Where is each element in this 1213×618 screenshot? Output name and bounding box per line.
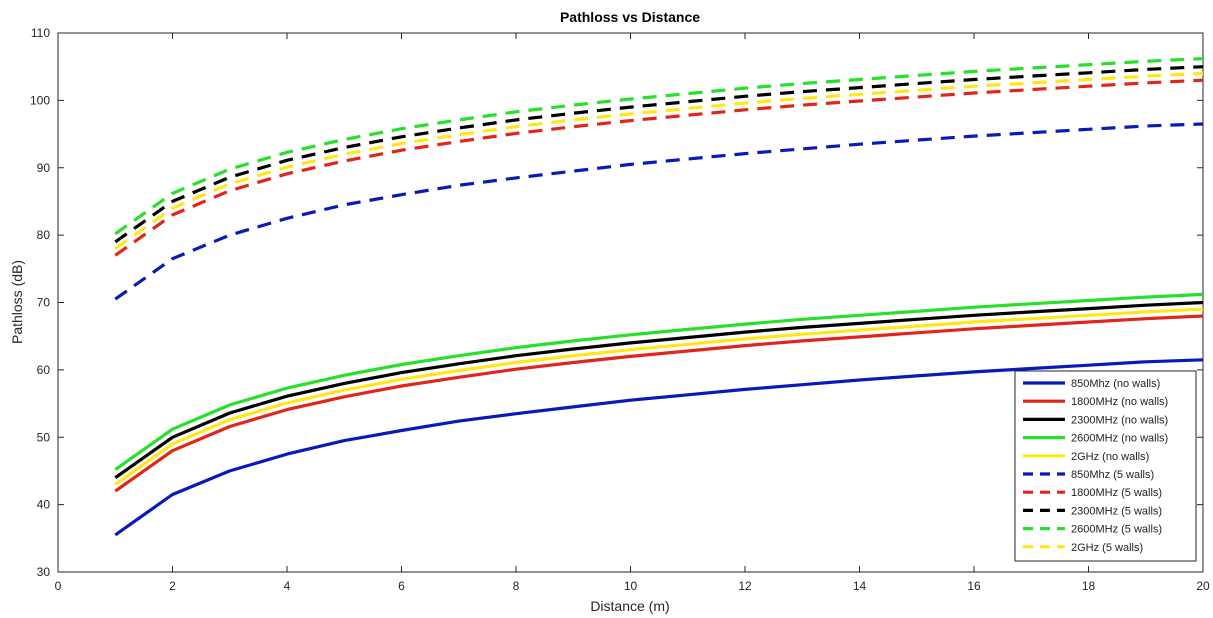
series-line-2300mhz-no-walls [114,300,1204,480]
y-tick-label: 70 [37,296,51,310]
y-tick-label: 100 [30,93,50,107]
legend-entry-label: 2300MHz (5 walls) [1071,505,1162,517]
legend-entry-label: 1800MHz (5 walls) [1071,487,1162,499]
y-tick-label: 90 [37,161,51,175]
x-tick-label: 8 [513,579,520,593]
x-tick-label: 14 [853,579,867,593]
x-tick-label: 16 [967,579,981,593]
legend-entry-label: 2600MHz (no walls) [1071,433,1168,445]
x-tick-label: 0 [55,579,62,593]
x-tick-label: 20 [1196,579,1210,593]
series-line-2600mhz-no-walls [114,292,1204,471]
legend-entry-label: 850Mhz (5 walls) [1071,469,1154,481]
legend-entry-label: 1800MHz (no walls) [1071,396,1168,408]
x-tick-label: 10 [624,579,638,593]
legend: 850Mhz (no walls) 1800MHz (no walls) 2300M… [1014,370,1197,562]
y-tick-label: 60 [37,363,51,377]
plot-area: 0 2 4 6 8 10 12 14 16 18 20 30 40 50 60 70 80 90 100 110 [30,26,1210,593]
series-line-850mhz-no-walls [114,358,1204,537]
series-line-850mhz-5-walls [114,122,1204,301]
series-line-2300mhz-5-walls [114,65,1204,244]
y-tick-label: 50 [37,430,51,444]
series-line-2ghz-no-walls [114,307,1204,486]
x-tick-label: 6 [398,579,405,593]
series-line-1800mhz-no-walls [114,314,1204,493]
series-line-2600mhz-5-walls [114,57,1204,236]
y-tick-label: 40 [37,498,51,512]
legend-entry-label: 2300MHz (no walls) [1071,414,1168,426]
y-tick-label: 80 [37,228,51,242]
x-tick-label: 12 [738,579,752,593]
legend-entry-label: 2GHz (5 walls) [1071,542,1143,554]
series-line-2ghz-5-walls [114,71,1204,250]
plot-frame [57,32,1204,573]
chart-title: Pathloss vs Distance [560,9,700,25]
legend-entry-label: 850Mhz (no walls) [1071,378,1160,390]
x-axis-label: Distance (m) [590,598,669,614]
legend-entry-label: 2GHz (no walls) [1071,451,1149,463]
legend-entry-label: 2600MHz (5 walls) [1071,524,1162,536]
y-axis-label: Pathloss (dB) [9,260,25,344]
x-tick-label: 18 [1082,579,1096,593]
y-tick-label: 30 [37,565,51,579]
x-tick-label: 2 [169,579,176,593]
y-tick-label: 110 [31,26,50,40]
series-line-1800mhz-5-walls [114,78,1204,257]
x-tick-label: 4 [284,579,291,593]
